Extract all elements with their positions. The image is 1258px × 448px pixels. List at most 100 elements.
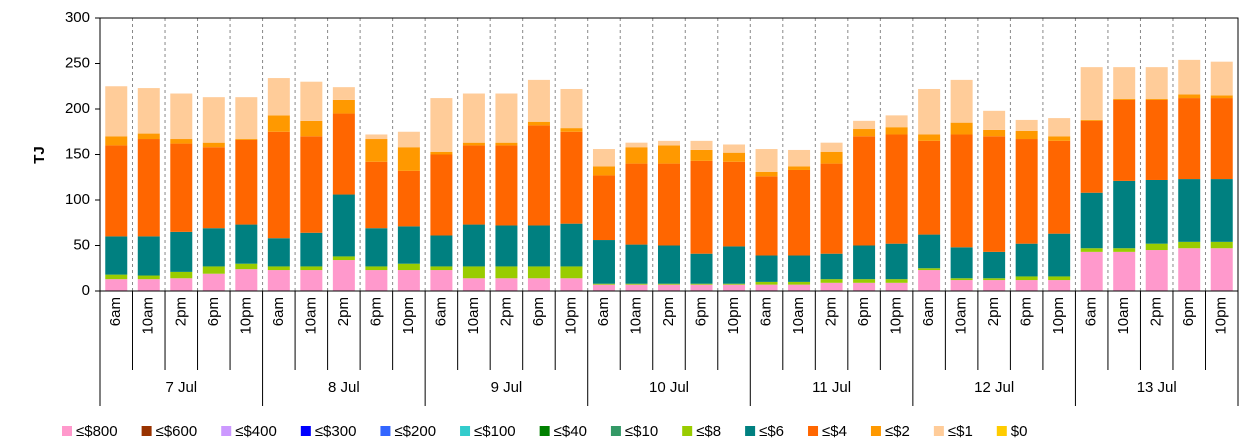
bar-segment [788,166,811,170]
bar-segment [1145,179,1168,244]
y-axis-label: TJ [31,146,48,164]
legend-label: ≤$400 [235,423,277,440]
bar-segment [430,270,453,291]
bar-segment [495,266,518,279]
bar-segment [267,131,290,239]
bar-segment [267,270,290,291]
bar-segment [885,127,908,135]
bar-segment [462,145,485,225]
legend-label: ≤$300 [315,423,357,440]
bar-segment [853,129,876,137]
y-tick-label: 0 [82,282,90,299]
group-label: 11 Jul [812,379,851,396]
y-tick-label: 150 [65,145,90,162]
x-tick-label: 2pm [985,297,1002,326]
bar-segment [658,145,680,164]
x-tick-label: 2pm [1148,297,1165,326]
x-tick-label: 6am [107,297,124,326]
bar-segment [397,131,420,148]
bar-segment [1210,241,1233,249]
bar-segment [1145,67,1168,99]
bar-segment [1048,233,1071,277]
bar-segment [1178,98,1201,180]
bar-segment [202,142,225,148]
group-label: 12 Jul [974,379,1014,396]
bar-segment [560,88,583,129]
bar-segment [885,282,908,291]
x-tick-label: 6pm [692,297,709,326]
bar-segment [1178,59,1201,95]
legend-swatch [380,426,391,436]
bar-segment [1015,139,1038,244]
bar-segment [1048,118,1071,137]
bar-segment [950,280,973,291]
bar-segment [397,226,420,264]
bar-segment [820,151,843,164]
bar-segment [592,149,615,167]
bar-segment [723,161,746,247]
x-tick-label: 6am [1083,297,1100,326]
legend-swatch [996,426,1007,436]
plot-border [99,17,1239,292]
x-tick-label: 6pm [855,297,872,326]
x-tick-label: 10am [953,297,970,335]
legend-label: ≤$8 [696,423,721,440]
bar-segment [462,278,485,291]
bar-segment [430,154,453,236]
x-tick-label: 6am [758,297,775,326]
bar-segment [1210,98,1233,180]
bar-segment [1113,251,1136,291]
bar-segment [267,115,290,132]
bar-segment [755,281,778,285]
group-label: 10 Jul [649,379,689,396]
bar-segment [560,128,583,132]
bar-segment [918,88,941,135]
x-tick-label: 2pm [172,297,189,326]
bar-segment [1210,179,1233,242]
y-tick-label: 250 [65,54,90,71]
bar-segment [365,266,388,271]
bar-segment [332,194,355,257]
bar-segment [235,269,258,291]
x-tick-label: 10am [1115,297,1132,335]
legend-swatch [610,426,621,436]
bar-segment [462,142,485,146]
bar-segment [885,243,908,280]
bar-segment [202,273,225,291]
bar-segment [625,142,648,148]
bar-segment [658,245,680,284]
bar-segment [1113,180,1136,249]
bar-segment [1210,95,1233,99]
bar-segment [137,139,160,237]
bar-segment [723,144,746,153]
x-tick-label: 10am [140,297,157,335]
bar-segment [950,134,973,248]
bar-segment [658,140,680,146]
bar-segment [235,224,258,264]
x-tick-label: 10am [790,297,807,335]
bar-segment [300,136,323,233]
legend-label: ≤$6 [759,423,784,440]
bar-segment [397,170,420,227]
bar-segment [690,253,713,284]
legend-label: ≤$200 [394,423,436,440]
legend-swatch [539,426,550,436]
bar-segment [1015,130,1038,140]
bar-segment [267,78,290,116]
x-tick-label: 2pm [823,297,840,326]
bar-segment [1080,67,1103,120]
bar-segment [885,115,908,128]
x-tick-label: 6am [920,297,937,326]
bar-segment [105,136,128,146]
bar-segment [560,223,583,267]
bar-segment [820,279,843,283]
bar-segment [202,266,225,274]
bar-segment [300,270,323,291]
bar-segment [137,236,160,276]
bar-segment [755,171,778,177]
bar-segment [137,279,160,291]
x-tick-label: 6pm [205,297,222,326]
bar-segment [267,238,290,267]
y-tick-label: 50 [73,236,90,253]
